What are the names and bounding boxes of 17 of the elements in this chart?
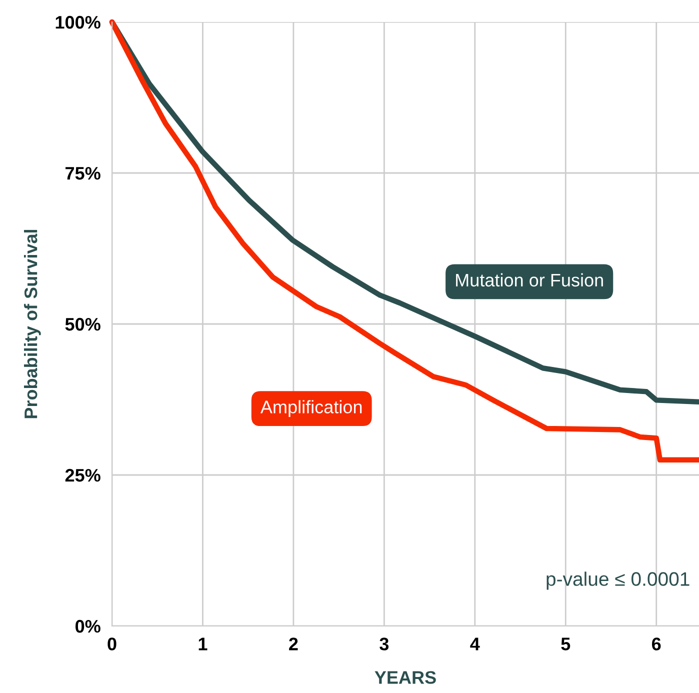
x-tick-label: 3 bbox=[380, 638, 389, 650]
x-tick-label: 2 bbox=[289, 638, 298, 650]
x-tick-label: 1 bbox=[198, 638, 208, 650]
text: Amplification bbox=[260, 400, 362, 417]
annotation: p-value ≤ 0.0001 bbox=[546, 572, 690, 590]
x-tick-label: 4 bbox=[470, 638, 480, 650]
x-tick-label: 0 bbox=[108, 638, 116, 650]
y-tick-label: 100% bbox=[56, 16, 100, 29]
x-tick-label: 5 bbox=[561, 638, 570, 650]
y-axis-title: Probability of Survival bbox=[24, 230, 41, 418]
text: Mutation or Fusion bbox=[456, 273, 603, 287]
y-tick-label: 25% bbox=[65, 468, 100, 482]
x-tick-label: 6 bbox=[652, 638, 661, 650]
y-tick-label: 50% bbox=[65, 318, 100, 331]
x-axis-title: YEARS bbox=[374, 671, 436, 684]
y-tick-label: 75% bbox=[66, 166, 100, 180]
y-tick-label: 0% bbox=[76, 620, 100, 633]
